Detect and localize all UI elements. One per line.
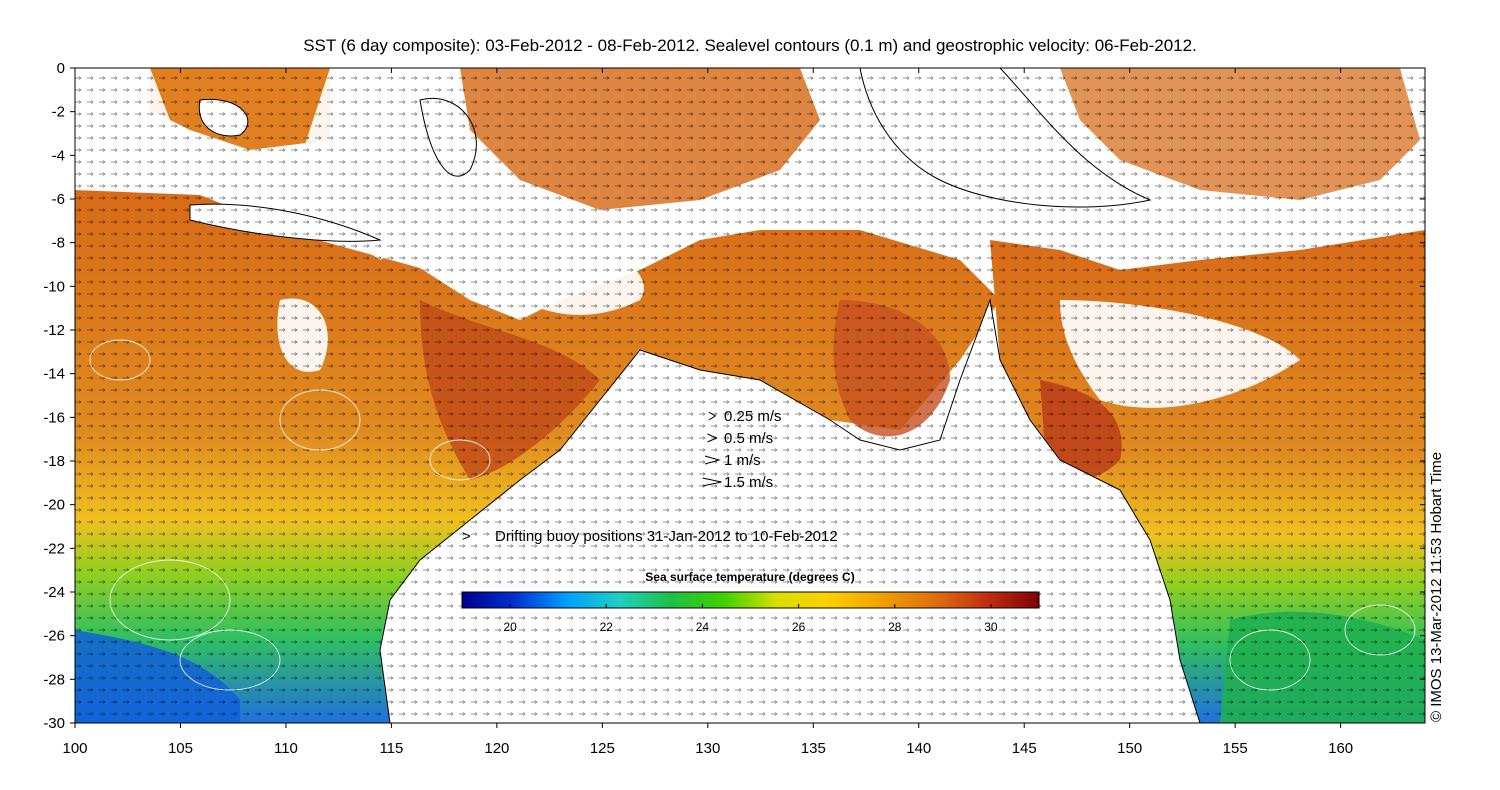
y-tick-label: -10 — [43, 278, 65, 295]
y-tick-label: -26 — [43, 628, 65, 645]
x-tick-label: 130 — [695, 740, 720, 757]
velocity-key-arrow-icon — [702, 477, 722, 487]
x-tick-label: 105 — [168, 740, 193, 757]
y-tick-label: -12 — [43, 322, 65, 339]
velocity-key-arrow-icon — [704, 455, 721, 465]
buoy-symbol-icon: > — [462, 528, 471, 545]
velocity-key: 0.25 m/s 0.5 m/s 1 m/s 1.5 m/s — [702, 408, 782, 491]
buoy-legend: > Drifting buoy positions 31-Jan-2012 to… — [462, 528, 838, 545]
colorbar-tick-label: 20 — [503, 620, 517, 634]
y-tick-label: -4 — [52, 147, 65, 164]
velocity-key-label: 1 m/s — [724, 452, 761, 469]
map-area — [75, 68, 1425, 723]
y-tick-label: -20 — [43, 497, 65, 514]
colorbar: Sea surface temperature (degrees C) 20 22… — [461, 570, 1040, 634]
x-tick-label: 150 — [1117, 740, 1142, 757]
y-tick-label: -22 — [43, 540, 65, 557]
colorbar-tick-label: 22 — [600, 620, 614, 634]
colorbar-bar — [461, 591, 1040, 609]
x-tick-label: 155 — [1223, 740, 1248, 757]
colorbar-title: Sea surface temperature (degrees C) — [645, 570, 854, 584]
colorbar-tick-label: 26 — [792, 620, 806, 634]
x-tick-label: 110 — [274, 740, 298, 757]
y-tick-label: -30 — [43, 715, 65, 732]
colorbar-tick-label: 28 — [888, 620, 902, 634]
buoy-legend-label: Drifting buoy positions 31-Jan-2012 to 1… — [495, 528, 838, 545]
map-frame — [74, 67, 1426, 724]
y-tick-label: -2 — [52, 104, 65, 121]
sealevel-contours — [89, 339, 1416, 691]
y-tick-label: -28 — [43, 671, 65, 688]
y-tick-label: -24 — [43, 584, 65, 601]
x-tick-label: 120 — [484, 740, 509, 757]
x-tick-label: 125 — [590, 740, 615, 757]
y-tick-label: 0 — [57, 60, 65, 77]
velocity-arrow-field — [75, 68, 1425, 723]
x-tick-label: 160 — [1328, 740, 1353, 757]
y-tick-label: -16 — [43, 409, 65, 426]
colorbar-tick-label: 24 — [696, 620, 710, 634]
x-tick-label: 140 — [906, 740, 931, 757]
x-tick-label: 135 — [801, 740, 826, 757]
y-tick-label: -8 — [52, 235, 65, 252]
x-tick-label: 145 — [1012, 740, 1037, 757]
colorbar-tick-label: 30 — [984, 620, 998, 634]
x-tick-label: 100 — [62, 740, 87, 757]
y-axis: 0 -2 -4 -6 -8 -10 -12 -14 -16 -18 -20 -22 -24 -26 -28 -… — [43, 60, 1425, 732]
velocity-key-arrow-icon — [708, 411, 717, 421]
x-tick-label: 115 — [379, 740, 403, 757]
y-tick-label: -18 — [43, 453, 65, 470]
x-axis: 100 105 110 115 120 125 130 135 140 145 150 155 160 — [62, 68, 1353, 757]
figure-title: SST (6 day composite): 03-Feb-2012 - 08-… — [303, 36, 1197, 55]
credit-text: © IMOS 13-Mar-2012 11:53 Hobart Time — [1428, 452, 1445, 722]
velocity-key-label: 1.5 m/s — [724, 474, 773, 491]
y-tick-label: -6 — [52, 191, 65, 208]
velocity-key-label: 0.5 m/s — [724, 430, 773, 447]
velocity-key-arrow-icon — [707, 433, 718, 443]
velocity-key-label: 0.25 m/s — [724, 408, 782, 425]
y-tick-label: -14 — [43, 366, 65, 383]
colorbar-ticks: 20 22 24 26 28 30 — [503, 604, 998, 634]
